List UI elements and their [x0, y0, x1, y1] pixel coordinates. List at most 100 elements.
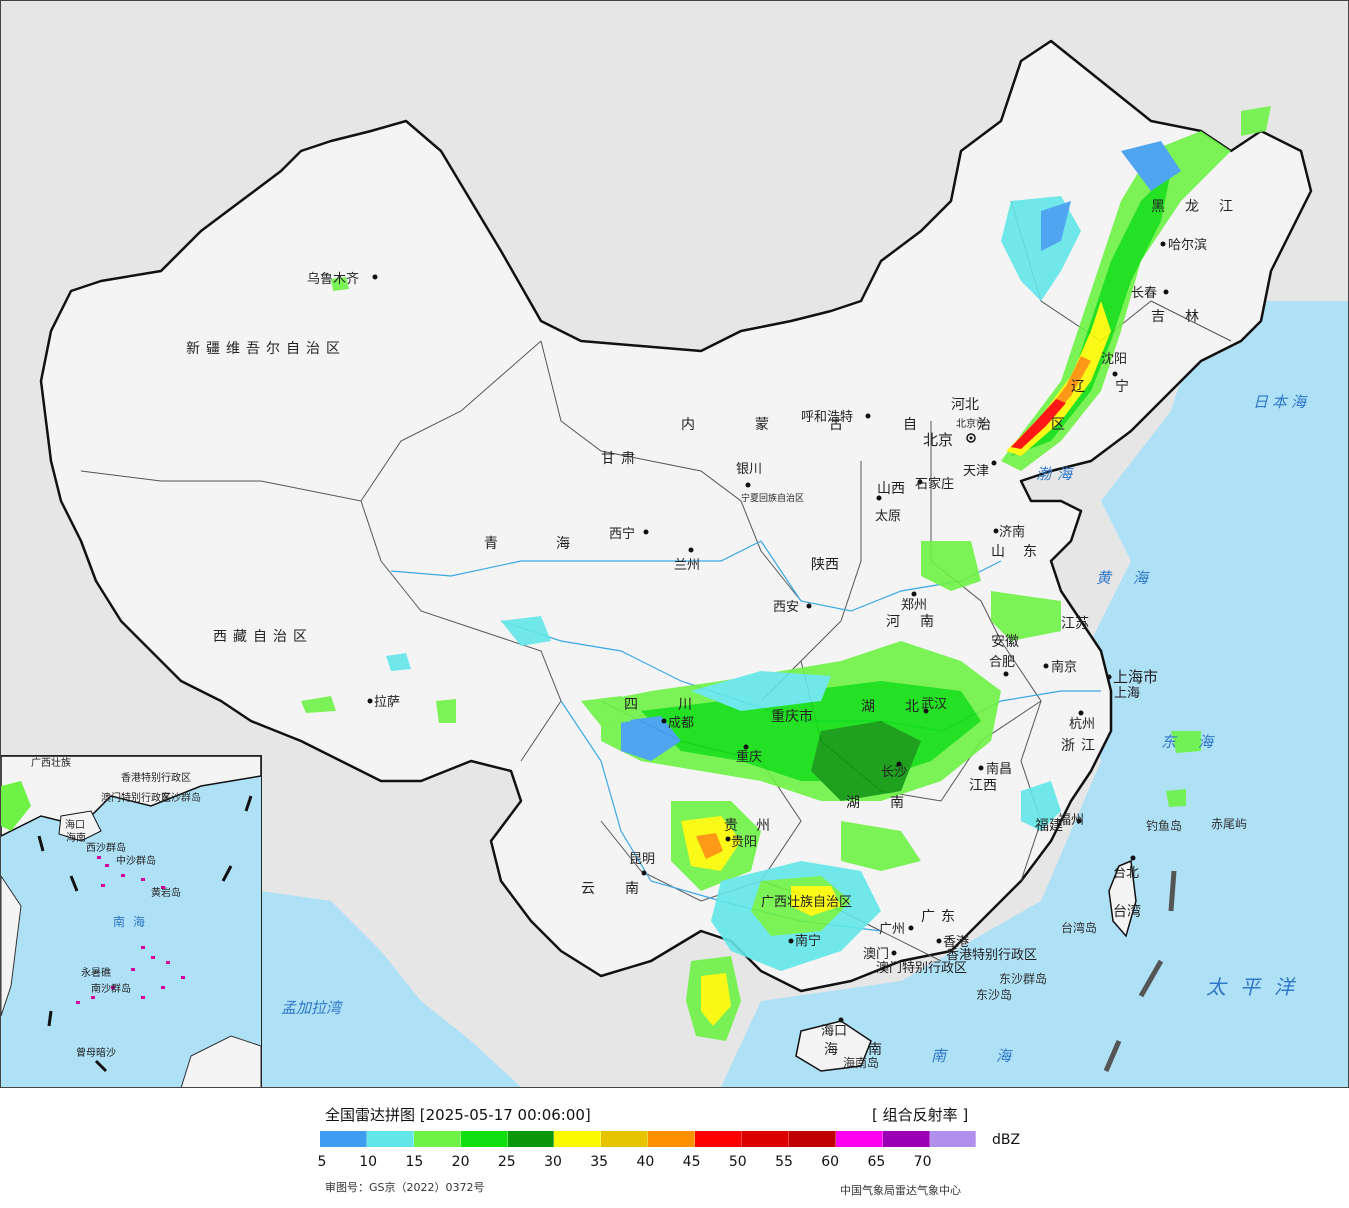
city-label: 南昌 [986, 761, 1012, 777]
city-label: 福州 [1058, 813, 1084, 828]
city-label: 澳门 [863, 946, 889, 962]
sea-label: 太平洋 [1206, 975, 1308, 999]
province-label: 重庆市 [771, 708, 813, 725]
province-label: 云南 [581, 881, 669, 897]
radar-echoes [301, 106, 1271, 1041]
city-label: 贵阳 [731, 835, 757, 850]
inset-label: 海口 [65, 818, 85, 831]
city-label: 郑州 [901, 598, 927, 613]
city-label: 南京 [1051, 659, 1077, 675]
inset-label: 永暑礁 [81, 966, 111, 979]
color-swatch [929, 1131, 977, 1147]
color-swatch [320, 1131, 367, 1147]
province-label: 河南 [886, 614, 954, 630]
color-swatch [695, 1131, 743, 1147]
inset-label: 澳门特别行政区 [101, 791, 171, 804]
province-label: 浙江 [1061, 738, 1101, 754]
china-land [39, 39, 1313, 993]
inset-label: 广西壮族 [31, 756, 71, 769]
scale-tick-label: 70 [913, 1154, 932, 1170]
color-swatch [507, 1131, 555, 1147]
province-label: 湖南 [846, 795, 934, 811]
sea-label: 日本海 [1253, 393, 1310, 411]
inset-label: 香港特别行政区 [121, 771, 191, 784]
legend-title: 全国雷达拼图 [2025-05-17 00:06:00] [325, 1106, 591, 1124]
color-swatch [460, 1131, 508, 1147]
color-swatch [835, 1131, 883, 1147]
inset-label: 黄岩岛 [151, 886, 181, 899]
sea-label: 黄海 [1096, 569, 1170, 587]
scale-tick-label: 65 [867, 1154, 886, 1170]
city-label: 沈阳 [1101, 352, 1127, 367]
inset-label: 南沙群岛 [91, 982, 131, 995]
province-label: 澳门特别行政区 [876, 960, 967, 976]
city-label: 西宁 [609, 526, 635, 542]
province-label: 湖北 [861, 699, 949, 715]
color-swatch [601, 1131, 649, 1147]
scale-tick-label: 45 [682, 1154, 701, 1170]
sea-labels: 日本海 渤海 黄海 东海 太平洋 南海 孟加拉湾 [281, 393, 1310, 1065]
city-label: 济南 [999, 524, 1025, 540]
city-label: 太原 [875, 509, 901, 524]
color-swatch [742, 1131, 789, 1147]
sea-label: 东海 [1161, 733, 1235, 751]
taiwan-land [1108, 859, 1137, 938]
city-labels: 乌鲁木齐 哈尔滨 长春 沈阳 呼和浩特 北京市 北京 天津 石家庄 太原 银川 … [307, 237, 1207, 1039]
color-swatch [788, 1131, 836, 1147]
province-label: 黑龙江 [1151, 199, 1253, 215]
inset-labels: 广西壮族 海口 海南 东沙群岛 香港特别行政区 澳门特别行政区 西沙群岛 中沙群… [31, 756, 201, 1059]
radar-map: 乌鲁木齐 哈尔滨 长春 沈阳 呼和浩特 北京市 北京 天津 石家庄 太原 银川 … [0, 0, 1349, 1088]
province-label: 贵州 [724, 818, 788, 834]
city-label: 石家庄 [915, 476, 954, 492]
inset-land-south [180, 1035, 262, 1087]
city-label: 合肥 [989, 655, 1015, 670]
city-label: 长春 [1131, 286, 1157, 301]
city-label: 杭州 [1069, 717, 1095, 732]
sea-label: 南海 [931, 1047, 1061, 1065]
province-label: 河北 [951, 397, 979, 413]
city-label: 北京 [923, 431, 953, 449]
city-label: 香港 [943, 935, 969, 950]
inset-label: 南海 [113, 914, 153, 929]
sea-of-japan [1171, 347, 1348, 561]
inset-label: 东沙群岛 [161, 791, 201, 804]
agency-name: 中国气象局雷达气象中心 [840, 1184, 961, 1197]
city-label: 天津 [963, 464, 989, 479]
island-label: 台湾岛 [1061, 920, 1097, 935]
city-label: 拉萨 [374, 695, 400, 710]
unit-label: dBZ [992, 1132, 1021, 1148]
ocean-bay-of-bengal [261, 891, 521, 1087]
city-label: 银川 [736, 462, 762, 477]
province-label: 山西 [877, 481, 905, 497]
inset-label: 中沙群岛 [116, 854, 156, 867]
province-label: 福建 [1035, 818, 1063, 834]
south-china-sea-inset: 广西壮族 海口 海南 东沙群岛 香港特别行政区 澳门特别行政区 西沙群岛 中沙群… [1, 755, 262, 1087]
province-labels: 新疆维吾尔自治区 西藏自治区 青海 甘肃 内蒙古自治区 黑龙江 吉林 辽宁 河北… [186, 199, 1253, 1058]
province-label: 四川 [624, 697, 732, 713]
city-label: 广州 [879, 922, 905, 937]
island-label: 东沙岛 [976, 987, 1012, 1002]
scale-tick-label: 60 [821, 1154, 840, 1170]
scale-tick-label: 15 [405, 1154, 424, 1170]
city-label: 呼和浩特 [801, 410, 853, 425]
city-label: 南宁 [795, 933, 821, 949]
island-label: 海南岛 [843, 1055, 879, 1070]
province-label: 广东 [921, 909, 961, 925]
province-label: 台湾 [1113, 903, 1141, 920]
city-markers [367, 241, 1169, 1023]
province-label: 青海 [484, 536, 628, 552]
city-label: 北京市 [956, 417, 986, 430]
city-label: 长沙 [881, 765, 907, 780]
island-label: 钓鱼岛 [1146, 818, 1182, 833]
city-label: 成都 [668, 716, 694, 731]
approval-number: 审图号：GS京（2022）0372号 [325, 1181, 485, 1194]
inset-dashes [37, 795, 253, 1073]
city-label: 兰州 [674, 558, 700, 573]
color-swatch [554, 1131, 602, 1147]
scale-tick-label: 10 [359, 1154, 378, 1170]
province-label: 内蒙古自治区 [681, 417, 1125, 433]
inset-label: 西沙群岛 [86, 841, 126, 854]
scale-tick-label: 25 [497, 1154, 516, 1170]
inset-land-west [1, 875, 22, 1017]
city-label: 哈尔滨 [1168, 237, 1207, 253]
